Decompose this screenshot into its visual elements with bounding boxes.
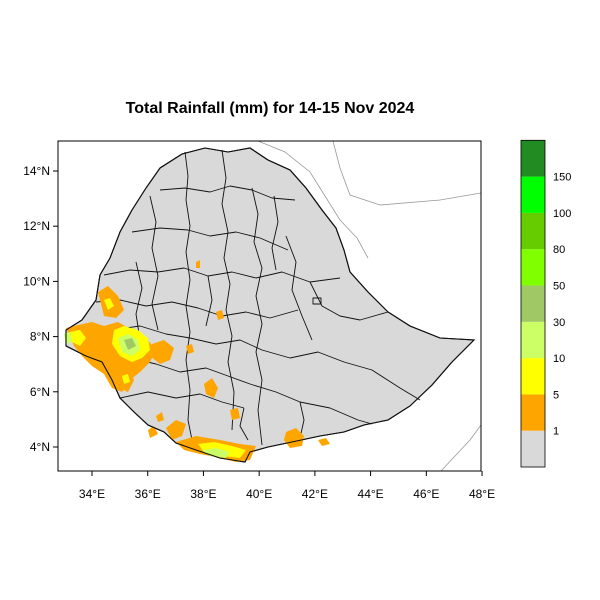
latitude-axis: 14°N 12°N 10°N 8°N 6°N 4°N (23, 164, 58, 454)
legend-swatch (521, 394, 545, 431)
lon-tick-label: 42°E (302, 487, 328, 501)
legend-outline (520, 139, 546, 468)
lat-tick-label: 6°N (30, 385, 50, 399)
legend-swatch (521, 358, 545, 395)
lon-tick-label: 48°E (469, 487, 495, 501)
legend-label: 5 (553, 389, 559, 401)
legend-swatch (521, 249, 545, 286)
legend-label: 80 (553, 244, 565, 256)
legend-swatch (521, 212, 545, 250)
map-panel (58, 141, 481, 471)
rainfall-legend: 1 5 10 30 50 80 100 150 (520, 139, 571, 468)
legend-label: 100 (553, 208, 571, 220)
lat-tick-label: 8°N (30, 330, 50, 344)
legend-label: 150 (553, 172, 571, 184)
lon-tick-label: 38°E (190, 487, 216, 501)
legend-swatch (521, 321, 545, 359)
legend-swatch (521, 285, 545, 322)
lon-tick-label: 40°E (246, 487, 272, 501)
map-frame (57, 140, 482, 472)
rainfall-30-50mm (64, 332, 230, 458)
lat-tick-label: 4°N (30, 440, 50, 454)
lat-tick-label: 12°N (23, 219, 50, 233)
lat-tick-label: 10°N (23, 274, 50, 288)
lon-tick-label: 44°E (358, 487, 384, 501)
map-title: Total Rainfall (mm) for 14-15 Nov 2024 (126, 100, 415, 117)
legend-swatch (521, 176, 545, 213)
ethiopia-border (65, 147, 476, 463)
lat-tick-label: 14°N (23, 164, 50, 178)
legend-label: 30 (553, 317, 565, 329)
legend-swatch (521, 430, 545, 467)
lon-tick-label: 36°E (135, 487, 161, 501)
neighbor-boundaries (257, 141, 481, 471)
legend-label: 50 (553, 281, 565, 293)
lon-tick-label: 34°E (79, 487, 105, 501)
legend-swatch (521, 140, 545, 177)
legend-label: 10 (553, 353, 565, 365)
longitude-axis: 34°E 36°E 38°E 40°E 42°E 44°E 46°E 48°E (79, 471, 495, 501)
lon-tick-label: 46°E (413, 487, 439, 501)
legend-label: 1 (553, 426, 559, 438)
rainfall-50-80mm (124, 338, 136, 350)
